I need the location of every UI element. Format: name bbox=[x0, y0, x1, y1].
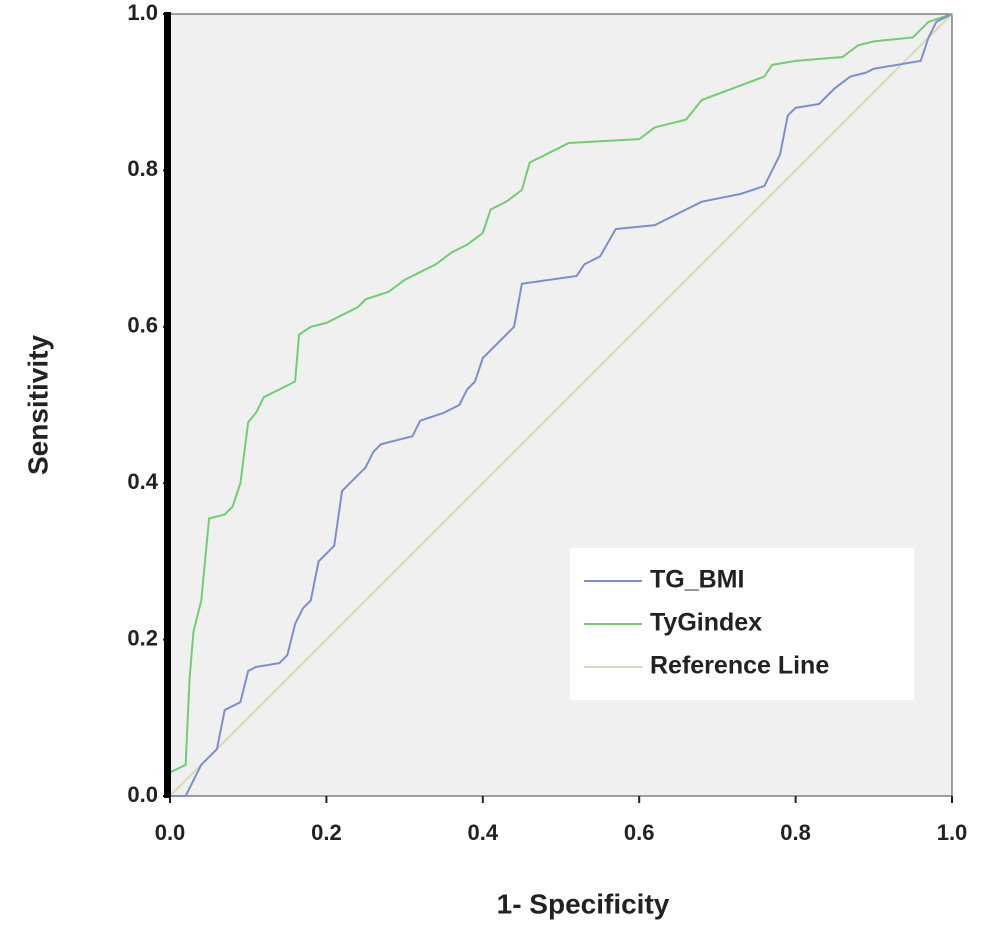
y-tick-label: 0.2 bbox=[127, 625, 158, 650]
legend-label: Reference Line bbox=[650, 652, 829, 680]
y-tick-label: 0.8 bbox=[127, 156, 158, 181]
roc-curve bbox=[169, 13, 953, 797]
x-tick-label: 0.6 bbox=[624, 820, 655, 845]
x-tick-label: 0.2 bbox=[311, 820, 342, 845]
roc-curve bbox=[170, 13, 953, 797]
y-axis-line bbox=[164, 12, 171, 798]
roc-curve bbox=[169, 13, 953, 796]
x-tick-label: 1.0 bbox=[937, 820, 968, 845]
legend-label: TyGindex bbox=[650, 609, 762, 637]
legend-label: TG_BMI bbox=[650, 566, 744, 594]
y-tick-label: 0.0 bbox=[127, 782, 158, 807]
y-tick-label: 0.4 bbox=[127, 469, 158, 494]
x-tick-label: 0.4 bbox=[468, 820, 499, 845]
y-tick-label: 1.0 bbox=[127, 0, 158, 25]
x-tick-label: 0.0 bbox=[155, 820, 186, 845]
x-axis-title: 1- Specificity bbox=[497, 888, 670, 919]
y-axis-title: Sensitivity bbox=[22, 335, 53, 475]
y-tick-label: 0.6 bbox=[127, 313, 158, 338]
x-tick-label: 0.8 bbox=[780, 820, 811, 845]
